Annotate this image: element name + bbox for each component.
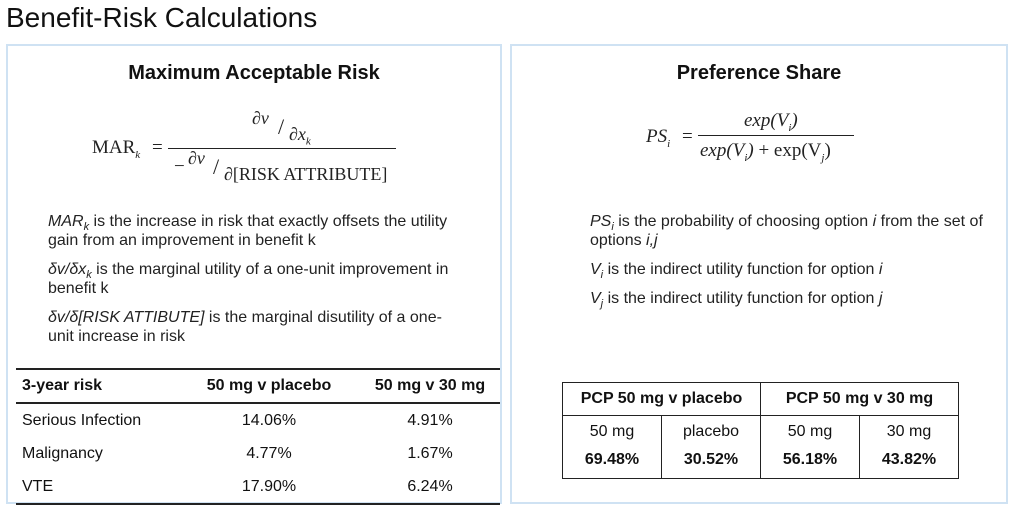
pref-option-cell: 30 mg: [859, 415, 959, 446]
risk-cell: Malignancy: [22, 444, 103, 462]
pref-option-row: 50 mg placebo 50 mg 30 mg: [562, 415, 959, 446]
mar-den-minus: −: [174, 156, 185, 177]
pref-option-cell: 50 mg: [760, 415, 860, 446]
ps-denominator: exp(Vi) + exp(Vj): [700, 140, 831, 164]
risk-cell: Serious Infection: [22, 411, 142, 429]
risk-table-header: 3-year risk 50 mg v placebo 50 mg v 30 m…: [16, 368, 500, 404]
risk-cell: 1.67%: [407, 444, 453, 462]
mar-title: Maximum Acceptable Risk: [128, 62, 380, 84]
mar-den-bottom: ∂[RISK ATTRIBUTE]: [224, 164, 388, 184]
ps-numerator: exp(Vi): [744, 110, 798, 134]
ps-title: Preference Share: [676, 62, 842, 84]
mar-def-0: MARk is the increase in risk that exactl…: [48, 213, 448, 249]
mar-formula-lhs: MARk: [92, 137, 141, 161]
risk-cell: 4.91%: [407, 411, 453, 429]
risk-cell: 17.90%: [178, 470, 360, 505]
mar-fraction-bar: [168, 148, 396, 149]
mar-definitions: MARk is the increase in risk that exactl…: [48, 212, 458, 356]
mar-formula: MARk = ∂v / ∂xk − ∂v / ∂[RISK ATTRIBUTE]: [8, 46, 500, 196]
risk-cell: 14.06%: [241, 411, 297, 429]
ps-panel: Preference Share PSi = exp(Vi) exp(Vi) +…: [510, 44, 1008, 504]
pref-share-cell: 43.82%: [859, 446, 959, 479]
pref-group-header: PCP 50 mg v placebo: [562, 382, 761, 416]
ps-def-0: PSi is the probability of choosing optio…: [590, 213, 983, 249]
ps-formula-equals: =: [682, 126, 693, 147]
table-row: Serious Infection 14.06% 4.91%: [16, 403, 500, 437]
pref-option-cell: 50 mg: [562, 415, 662, 446]
risk-cell: 6.24%: [360, 470, 500, 505]
mar-num-slash: /: [278, 114, 285, 139]
table-row: VTE 17.90% 6.24%: [16, 470, 500, 505]
mar-den-top: ∂v: [188, 148, 205, 168]
mar-num-top: ∂v: [252, 108, 269, 128]
preference-table: PCP 50 mg v placebo PCP 50 mg v 30 mg 50…: [562, 382, 959, 479]
ps-formula: PSi = exp(Vi) exp(Vi) + exp(Vj): [512, 46, 1006, 186]
ps-def-2: Vj is the indirect utility function for …: [590, 290, 883, 311]
pref-share-row: 69.48% 30.52% 56.18% 43.82%: [562, 446, 959, 479]
risk-header-cell: 50 mg v placebo: [178, 368, 360, 404]
ps-formula-lhs: PSi: [646, 126, 671, 150]
mar-def-1: δv/δxk is the marginal utility of a one-…: [48, 261, 449, 297]
mar-num-bottom: ∂xk: [289, 124, 311, 148]
pref-share-cell: 56.18%: [760, 446, 860, 479]
mar-den-slash: /: [213, 154, 220, 179]
page-title: Benefit-Risk Calculations: [6, 2, 318, 33]
table-row: Malignancy 4.77% 1.67%: [16, 437, 500, 470]
pref-option-cell: placebo: [661, 415, 761, 446]
ps-definitions: PSi is the probability of choosing optio…: [590, 212, 1000, 318]
ps-fraction-bar: [698, 135, 854, 136]
mar-panel: Maximum Acceptable Risk MARk = ∂v / ∂xk …: [6, 44, 502, 505]
pref-share-cell: 69.48%: [562, 446, 662, 479]
risk-table: 3-year risk 50 mg v placebo 50 mg v 30 m…: [16, 368, 500, 505]
risk-header-cell: 3-year risk: [16, 368, 178, 404]
risk-cell: VTE: [16, 470, 178, 505]
risk-cell: 4.77%: [246, 444, 292, 462]
mar-formula-equals: =: [152, 137, 163, 158]
pref-group-row: PCP 50 mg v placebo PCP 50 mg v 30 mg: [562, 382, 959, 416]
ps-def-1: Vi is the indirect utility function for …: [590, 261, 883, 282]
mar-def-2: δv/δ[RISK ATTIBUTE] is the marginal disu…: [48, 309, 442, 345]
pref-group-header: PCP 50 mg v 30 mg: [760, 382, 959, 416]
risk-header-cell: 50 mg v 30 mg: [360, 368, 500, 404]
pref-share-cell: 30.52%: [661, 446, 761, 479]
